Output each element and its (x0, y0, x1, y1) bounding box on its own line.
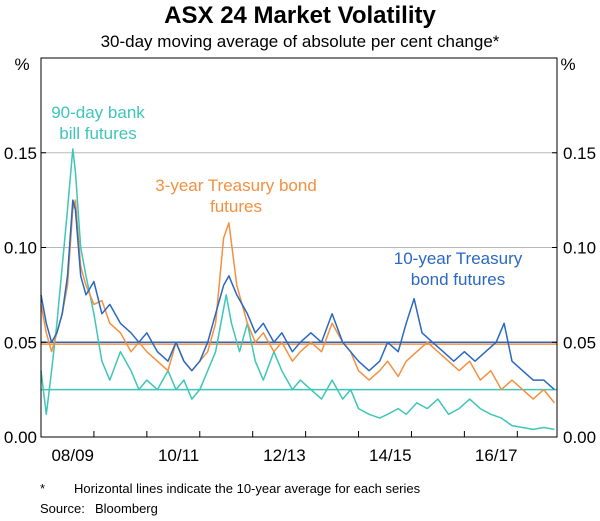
y-tick-label-left-0: 0.00 (4, 428, 37, 447)
y-ticks-left: 0.00 0.05 0.10 0.15 (4, 144, 46, 447)
x-tick-label-4: 16/17 (475, 446, 518, 465)
x-tick-label-1: 10/11 (158, 446, 199, 465)
y-unit-right: % (560, 55, 575, 74)
y-tick-label-right-0: 0.00 (563, 428, 596, 447)
x-tick-label-3: 14/15 (369, 446, 412, 465)
source-value: Bloomberg (95, 501, 158, 516)
series-label-0-line-1: bill futures (59, 124, 136, 143)
y-unit-left: % (14, 55, 29, 74)
x-tick-label-2: 12/13 (263, 446, 306, 465)
grid-lines (41, 152, 557, 438)
chart-subtitle: 30-day moving average of absolute per ce… (101, 32, 500, 51)
y-tick-label-left-3: 0.15 (4, 144, 37, 163)
series-label-2-line-0: 10-year Treasury (394, 249, 523, 268)
series-lines (40, 148, 555, 431)
y-ticks-right: 0.00 0.05 0.10 0.15 (552, 144, 596, 447)
x-tick-label-0: 08/09 (51, 446, 94, 465)
series-label-2-line-1: bond futures (411, 270, 506, 289)
chart-title: ASX 24 Market Volatility (164, 2, 436, 29)
series-label-0-line-0: 90-day bank (51, 103, 145, 122)
footnote-text: Horizontal lines indicate the 10-year av… (74, 481, 421, 496)
y-tick-label-left-1: 0.05 (4, 333, 37, 352)
y-tick-label-right-1: 0.05 (563, 333, 596, 352)
series-line-2 (40, 199, 555, 391)
x-ticks: 08/09 10/11 12/13 14/15 16/17 (40, 431, 518, 465)
series-label-1-line-1: futures (210, 197, 262, 216)
footnote-marker: * (40, 481, 45, 496)
y-tick-label-right-3: 0.15 (563, 144, 596, 163)
y-tick-label-left-2: 0.10 (4, 239, 37, 258)
series-line-0 (40, 148, 555, 431)
source-label: Source: (40, 501, 85, 516)
y-tick-label-right-2: 0.10 (563, 239, 596, 258)
series-labels: 90-day bank bill futures 3-year Treasury b… (51, 103, 523, 289)
series-label-1-line-0: 3-year Treasury bond (155, 176, 317, 195)
series-line-1 (40, 199, 555, 404)
